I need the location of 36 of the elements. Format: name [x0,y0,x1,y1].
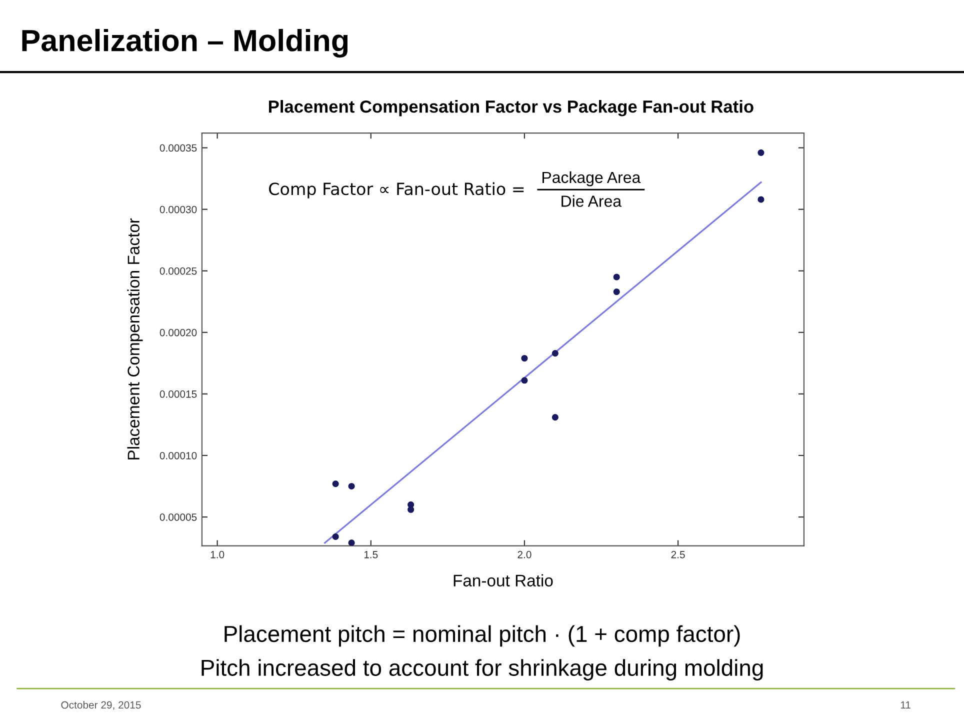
x-tick-label: 2.5 [671,550,685,558]
point [758,196,764,203]
chart-title: Panelization – Molding [22,28,348,58]
point [332,480,339,488]
point [332,533,339,540]
point [408,506,414,513]
point [521,354,528,362]
y-tick-label: 0.00025 [160,267,197,275]
annotation: Die Area [562,195,622,207]
annotation: Package Area [542,171,641,186]
point [613,288,620,296]
point [613,274,620,280]
point [348,482,355,490]
text: Placement pitch = nominal pitch · (1 + comp factor) [224,625,740,647]
point [348,540,355,546]
x-tick-label: 1.0 [210,550,224,558]
text: October 29, 2015 [61,701,141,710]
point [408,501,414,508]
point [552,350,558,357]
point [758,149,764,156]
y-tick-label: 0.00020 [160,328,197,336]
y-tick-label: 0.00035 [160,144,197,152]
annotation: Comp Factor ∝ Fan-out Ratio = [269,182,524,198]
y-tick-label: 0.00015 [160,390,197,398]
y-tick-label: 0.00005 [160,514,197,521]
point [552,414,558,421]
point [521,377,528,384]
y-tick-label: 0.00010 [160,452,197,460]
text: 11 [900,701,910,709]
text: Pitch increased to account for shrinkage during molding [202,659,763,680]
x-axis-title: Fan-out Ratio [454,574,553,586]
chart-subtitle: Placement Compensation Factor vs Package Fan-out Ratio [268,100,754,116]
y-axis-title: Placement Compensation Factor [127,218,143,460]
x-tick-label: 2.0 [518,550,532,558]
y-tick-label: 0.00030 [160,206,197,214]
x-tick-label: 1.5 [364,551,378,558]
